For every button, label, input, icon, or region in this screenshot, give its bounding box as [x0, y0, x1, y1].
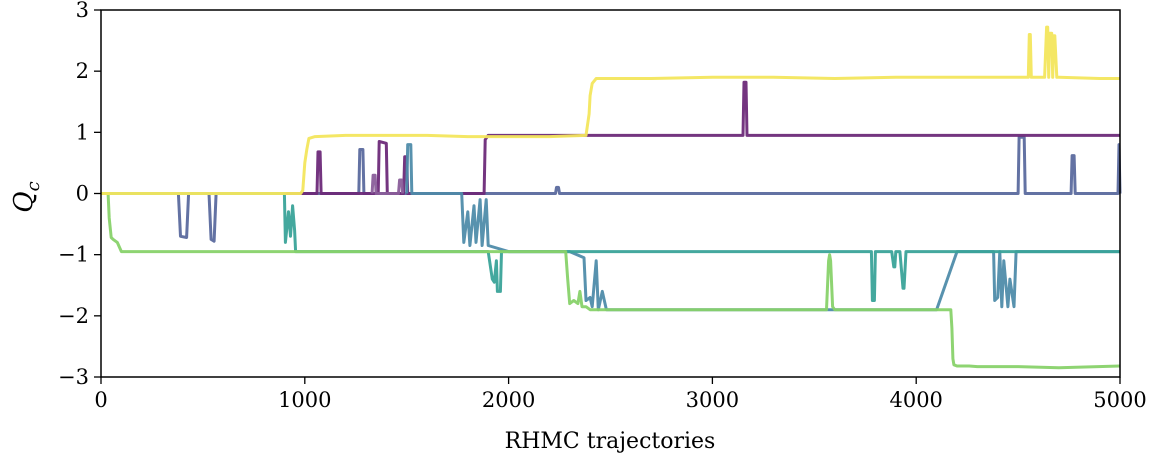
svg-text:Qc: Qc: [9, 181, 44, 212]
x-tick-label: 3000: [686, 388, 739, 412]
y-axis-label-subscript: c: [23, 181, 44, 191]
x-axis-label: RHMC trajectories: [505, 429, 716, 454]
y-tick-label: 2: [76, 59, 89, 83]
series-line-2: [101, 80, 1120, 195]
series-line-7: [101, 25, 1120, 195]
y-tick-label: −2: [58, 304, 89, 328]
x-tick-label: 2000: [482, 388, 535, 412]
series-line-6: [101, 192, 1121, 370]
y-axis-label: Qc: [9, 181, 44, 212]
series-line-4: [405, 143, 1120, 312]
x-tick-label: 0: [94, 388, 107, 412]
axes-layer: 0 1000 2000 3000 4000 5000 −3 −2 −1 0 1 2 3: [58, 0, 1147, 412]
y-tick-label: 0: [76, 182, 89, 206]
y-tick-label: −1: [58, 243, 89, 267]
x-tick-label: 5000: [1093, 388, 1146, 412]
y-axis-label-main: Q: [9, 191, 39, 212]
series-layer: [101, 25, 1122, 370]
x-tick-label: 1000: [278, 388, 331, 412]
y-tick-label: 1: [76, 120, 89, 144]
series-line-3: [370, 173, 405, 195]
series-line-5: [101, 192, 1120, 302]
y-tick-label: −3: [58, 365, 89, 389]
x-tick-label: 4000: [889, 388, 942, 412]
y-tick-label: 3: [76, 0, 89, 22]
